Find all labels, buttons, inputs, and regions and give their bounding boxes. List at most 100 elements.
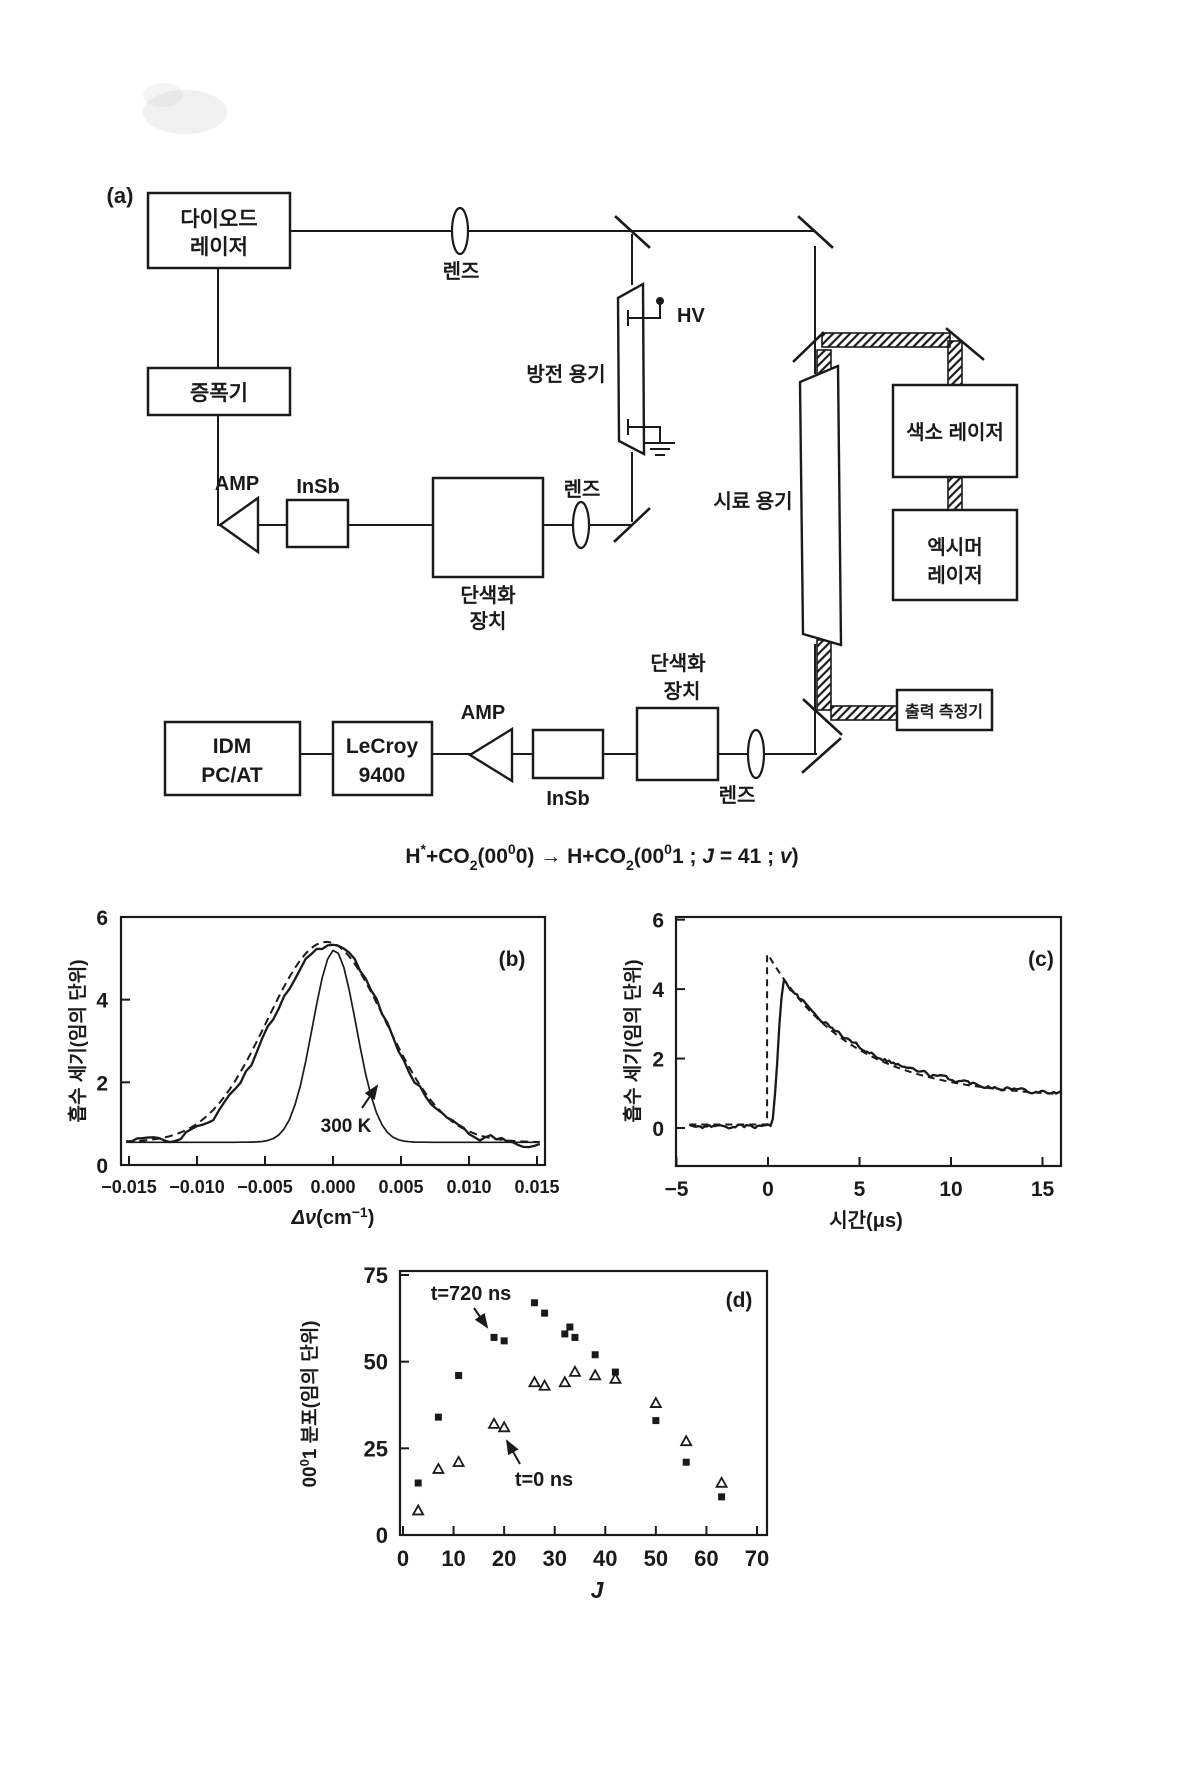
y-tick-label: 2 bbox=[96, 1072, 108, 1095]
chart-d-ylabel: 0001 분포(임의 단위) bbox=[297, 1320, 321, 1487]
monochromator1-box bbox=[431, 476, 545, 579]
discharge-cell-label: 방전 용기 bbox=[526, 363, 605, 386]
y-tick-label: 2 bbox=[652, 1049, 664, 1072]
data-point-triangle bbox=[411, 1503, 425, 1516]
discharge-cell-shape bbox=[616, 281, 646, 456]
x-tick-label: 15 bbox=[1031, 1178, 1055, 1201]
x-tick-label: 0 bbox=[397, 1546, 409, 1571]
scan-artifact bbox=[143, 90, 227, 134]
x-tick-label: 40 bbox=[593, 1546, 617, 1571]
monochromator1-label: 단색화 bbox=[460, 584, 516, 607]
x-tick-label: 5 bbox=[854, 1178, 866, 1201]
series-gaussian-fit bbox=[126, 940, 540, 1143]
amp2-label: AMP bbox=[461, 702, 505, 724]
y-tick-label: 4 bbox=[96, 990, 108, 1013]
panel-a-label: (a) bbox=[107, 183, 134, 208]
lens2-icon bbox=[571, 500, 591, 550]
eq-v: v bbox=[780, 845, 793, 868]
uv-beam-out-of-cell bbox=[816, 639, 832, 711]
eq-part: 1 ; bbox=[672, 845, 702, 868]
data-point-square bbox=[434, 1413, 442, 1421]
ground-electrode bbox=[627, 419, 661, 443]
chart-c-frame bbox=[674, 915, 1063, 1168]
sample-cell-label: 시료 용기 bbox=[713, 490, 792, 513]
lecroy-label: LeCroy bbox=[346, 735, 419, 758]
lens3-label: 렌즈 bbox=[719, 784, 756, 807]
mirror4-icon bbox=[945, 327, 985, 361]
apparatus-diagram: (a) 다이오드 레이저 증폭기 단색화 장치 InSb 색소 레이저 엑시머 … bbox=[107, 183, 1019, 810]
lens2-label: 렌즈 bbox=[564, 478, 601, 501]
monochromator2-label: 단색화 bbox=[650, 652, 706, 675]
eq-sup: 0 bbox=[664, 841, 672, 857]
eq-part: H bbox=[405, 845, 420, 868]
series-measured-transient bbox=[688, 979, 1061, 1130]
amplifier-label: 증폭기 bbox=[190, 382, 248, 405]
chart-b-panel-label: (b) bbox=[499, 948, 526, 971]
idm-pc-label2: PC/AT bbox=[201, 764, 263, 787]
data-point-triangle bbox=[487, 1417, 501, 1429]
y-tick-label: 4 bbox=[652, 979, 664, 1002]
x-tick-label: 60 bbox=[694, 1546, 718, 1571]
chart-b-annotation-arrow bbox=[361, 1084, 379, 1109]
data-point-square bbox=[566, 1323, 574, 1331]
chart-d-frame bbox=[398, 1269, 769, 1537]
insb1-label: InSb bbox=[296, 476, 339, 498]
chart-c-ylabel: 흡수 세기(임의 단위) bbox=[621, 959, 644, 1122]
series-300K-profile bbox=[126, 949, 540, 1144]
y-tick-label: 6 bbox=[96, 907, 108, 930]
uv-beam-to-power-meter bbox=[830, 705, 898, 721]
eq-J: J bbox=[702, 845, 715, 868]
y-tick-label: 0 bbox=[376, 1523, 388, 1548]
data-point-square bbox=[652, 1417, 660, 1425]
x-tick-label: 0.005 bbox=[378, 1177, 423, 1197]
x-tick-label: −5 bbox=[665, 1178, 689, 1201]
monochromator2-box bbox=[635, 706, 720, 782]
idm-pc-box bbox=[163, 720, 302, 797]
eq-part: 0) bbox=[516, 845, 535, 868]
power-meter-label: 출력 측정기 bbox=[905, 702, 983, 721]
eq-part: = 41 ; bbox=[714, 845, 780, 868]
data-point-square bbox=[530, 1299, 538, 1307]
data-point-triangle bbox=[715, 1475, 729, 1488]
chart-d-annotation-arrow-720ns bbox=[473, 1307, 489, 1329]
uv-beam-excimer-dye bbox=[947, 476, 963, 511]
chart-b-annotation-300k: 300 K bbox=[321, 1116, 372, 1137]
eq-sup: 0 bbox=[508, 841, 516, 857]
chart-b-ylabel: 흡수 세기(임의 단위) bbox=[66, 959, 89, 1122]
diode-laser-label2: 레이저 bbox=[190, 236, 248, 259]
chart-d-annotation-arrow-0ns bbox=[506, 1439, 521, 1465]
x-tick-label: −0.015 bbox=[101, 1177, 157, 1197]
mirror5-icon bbox=[613, 507, 651, 543]
data-point-triangle bbox=[497, 1420, 511, 1433]
hv-label: HV bbox=[677, 305, 705, 327]
hv-terminal-icon bbox=[656, 297, 664, 305]
excimer-laser-label: 엑시머 bbox=[927, 536, 982, 559]
data-point-triangle bbox=[538, 1378, 552, 1391]
hv-electrode bbox=[627, 304, 661, 326]
x-tick-label: 30 bbox=[542, 1546, 566, 1571]
data-point-square bbox=[682, 1458, 690, 1466]
eq-part: H+CO bbox=[567, 845, 626, 868]
x-tick-label: −0.010 bbox=[169, 1177, 225, 1197]
lens3-icon bbox=[746, 728, 766, 780]
reaction-equation: H*+CO2(0000) → H+CO2(0001 ; J = 41 ; v) bbox=[405, 841, 798, 873]
series-kinetic-fit bbox=[689, 953, 1058, 1126]
x-tick-label: 10 bbox=[441, 1546, 465, 1571]
scan-artifact bbox=[143, 83, 183, 107]
wire-amplifier-amp1 bbox=[217, 414, 223, 526]
data-point-square bbox=[718, 1493, 726, 1501]
data-point-triangle bbox=[679, 1434, 693, 1447]
eq-part: +CO bbox=[426, 845, 470, 868]
eq-sub: 2 bbox=[470, 857, 478, 873]
data-point-triangle bbox=[527, 1375, 542, 1388]
eq-sub: 2 bbox=[626, 857, 634, 873]
monochromator1-label2: 장치 bbox=[470, 610, 507, 633]
data-point-triangle bbox=[588, 1368, 602, 1381]
mirror6-icon bbox=[802, 698, 843, 736]
y-tick-label: 25 bbox=[364, 1436, 388, 1461]
y-tick-label: 75 bbox=[364, 1263, 388, 1288]
x-tick-label: 70 bbox=[745, 1546, 769, 1571]
ground-icon bbox=[645, 442, 675, 456]
